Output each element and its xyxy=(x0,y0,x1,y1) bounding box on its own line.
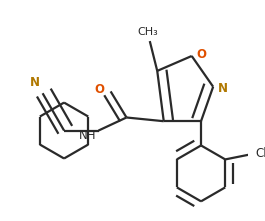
Text: N: N xyxy=(218,82,227,95)
Text: N: N xyxy=(30,76,40,89)
Text: Cl: Cl xyxy=(256,147,265,160)
Text: NH: NH xyxy=(79,129,96,142)
Text: O: O xyxy=(196,48,206,61)
Text: O: O xyxy=(94,83,104,96)
Text: CH₃: CH₃ xyxy=(138,27,158,37)
